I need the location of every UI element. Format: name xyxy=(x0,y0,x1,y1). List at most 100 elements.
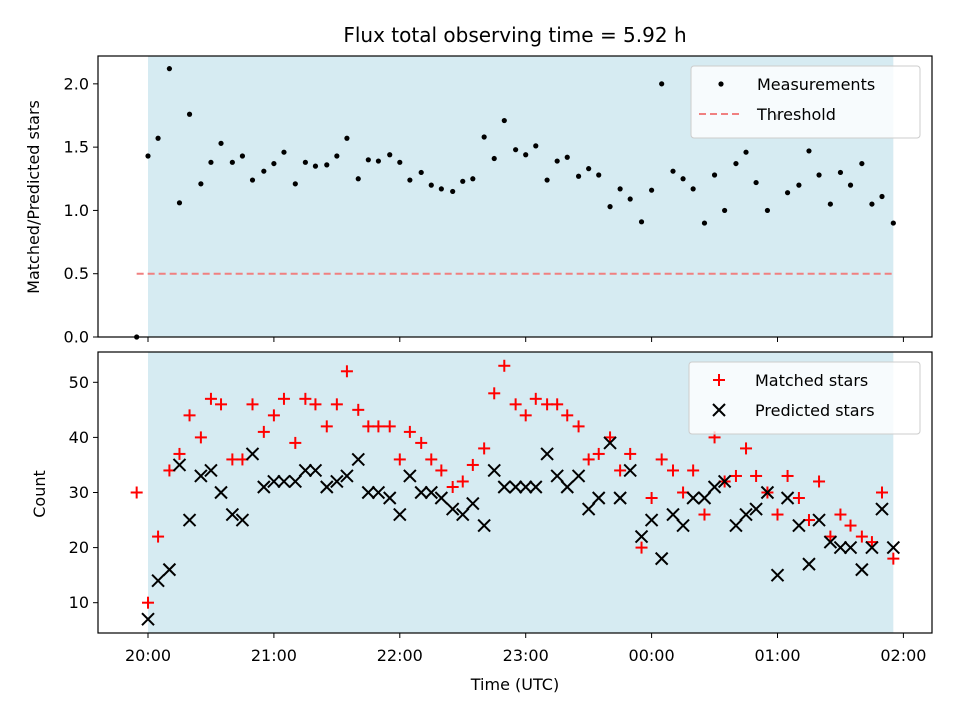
predicted-star-marker xyxy=(697,491,712,505)
matched-star-marker xyxy=(865,536,878,549)
predicted-star-marker xyxy=(613,491,627,505)
predicted-star-marker xyxy=(571,469,586,483)
measurement-point xyxy=(722,207,728,214)
matched-star-marker xyxy=(352,403,365,416)
matched-star-marker xyxy=(624,447,637,460)
measurement-point xyxy=(544,177,550,183)
measurement-point xyxy=(491,155,497,162)
matched-star-marker xyxy=(592,447,605,460)
matched-star-marker xyxy=(551,398,564,411)
predicted-star-marker xyxy=(729,518,743,533)
predicted-star-marker xyxy=(529,480,543,494)
matched-star-marker xyxy=(498,359,511,372)
top-panel: 0.0 0.5 1.0 1.5 2.0 Measurements Threshold xyxy=(64,55,933,347)
measurement-point xyxy=(816,172,822,178)
predicted-star-marker xyxy=(277,474,291,489)
predicted-star-marker xyxy=(466,496,480,511)
measurement-point xyxy=(796,182,802,188)
y-tick-label: 0.5 xyxy=(64,264,89,283)
matched-star-marker xyxy=(215,398,228,411)
matched-star-marker xyxy=(330,398,343,411)
legend-label: Measurements xyxy=(757,75,875,94)
matched-star-marker xyxy=(792,492,805,505)
measurement-point xyxy=(533,143,539,149)
measurement-point xyxy=(365,157,371,163)
predicted-star-marker xyxy=(456,507,470,522)
matched-star-marker xyxy=(130,486,143,499)
matched-star-marker xyxy=(541,398,554,411)
predicted-star-marker xyxy=(172,458,187,472)
matched-star-marker xyxy=(750,469,763,482)
predicted-star-marker xyxy=(257,480,271,494)
matched-star-marker xyxy=(582,453,595,466)
matched-star-marker xyxy=(456,475,469,488)
legend-box xyxy=(690,65,921,139)
measurement-point xyxy=(302,159,308,165)
predicted-star-marker xyxy=(330,474,344,489)
measurement-point xyxy=(784,190,791,196)
measurement-point xyxy=(208,159,214,165)
predicted-star-marker xyxy=(833,540,848,555)
measurement-point xyxy=(281,149,287,155)
predicted-star-marker xyxy=(414,485,428,500)
matched-star-marker xyxy=(393,453,406,466)
predicted-star-marker xyxy=(508,480,523,494)
measurement-point xyxy=(312,163,319,169)
matched-star-marker xyxy=(246,398,259,411)
measurement-point xyxy=(680,176,686,182)
measurement-point xyxy=(879,193,885,200)
predicted-star-marker xyxy=(477,518,491,533)
matched-star-marker xyxy=(614,464,627,477)
y-tick-label: 20 xyxy=(69,538,89,557)
measurement-point xyxy=(764,207,771,214)
measurement-point xyxy=(743,149,749,155)
predicted-star-marker xyxy=(886,540,901,555)
measurement-point xyxy=(890,220,896,226)
predicted-star-marker xyxy=(434,491,449,505)
top-y-axis-label: Matched/Predicted stars xyxy=(24,100,43,294)
matched-star-marker xyxy=(173,447,186,460)
predicted-star-marker xyxy=(497,480,512,494)
matched-star-marker xyxy=(204,392,217,405)
predicted-star-marker xyxy=(623,463,637,478)
measurement-point xyxy=(513,147,519,153)
predicted-star-marker xyxy=(320,480,334,494)
measurement-point xyxy=(155,135,161,141)
matched-star-marker xyxy=(561,409,574,422)
measurement-point xyxy=(249,177,256,183)
predicted-star-marker xyxy=(182,513,197,527)
predicted-star-marker xyxy=(141,612,155,626)
legend-box xyxy=(688,361,921,435)
measurement-point xyxy=(617,186,623,192)
matched-star-marker xyxy=(340,365,353,378)
predicted-star-marker xyxy=(383,491,397,505)
matched-star-marker xyxy=(488,387,501,400)
matched-star-marker xyxy=(383,420,396,433)
predicted-star-marker xyxy=(245,447,260,461)
matched-star-marker xyxy=(415,436,428,449)
measurement-point xyxy=(711,172,718,178)
predicted-star-marker xyxy=(340,469,354,483)
predicted-star-marker xyxy=(865,540,879,555)
measurement-point xyxy=(397,159,403,165)
predicted-star-marker xyxy=(780,491,795,505)
y-tick-label: 10 xyxy=(69,593,89,612)
predicted-star-marker xyxy=(308,463,323,478)
x-tick-label: 21:00 xyxy=(251,646,297,665)
predicted-star-marker xyxy=(654,551,669,566)
predicted-star-marker xyxy=(707,480,722,494)
predicted-star-marker xyxy=(644,513,659,527)
matched-star-marker xyxy=(362,420,375,433)
matched-star-marker xyxy=(183,409,196,422)
predicted-star-marker xyxy=(298,463,313,478)
measurement-point xyxy=(261,168,267,174)
matched-star-marker xyxy=(466,458,479,471)
measurement-point xyxy=(596,172,602,178)
matched-star-marker xyxy=(687,464,700,477)
matched-star-marker xyxy=(740,442,753,455)
predicted-star-marker xyxy=(792,518,806,533)
y-tick-label: 1.0 xyxy=(64,201,89,220)
matched-star-marker xyxy=(277,392,290,405)
bottom-y-axis-label: Count xyxy=(30,470,49,518)
predicted-star-marker xyxy=(686,491,700,505)
